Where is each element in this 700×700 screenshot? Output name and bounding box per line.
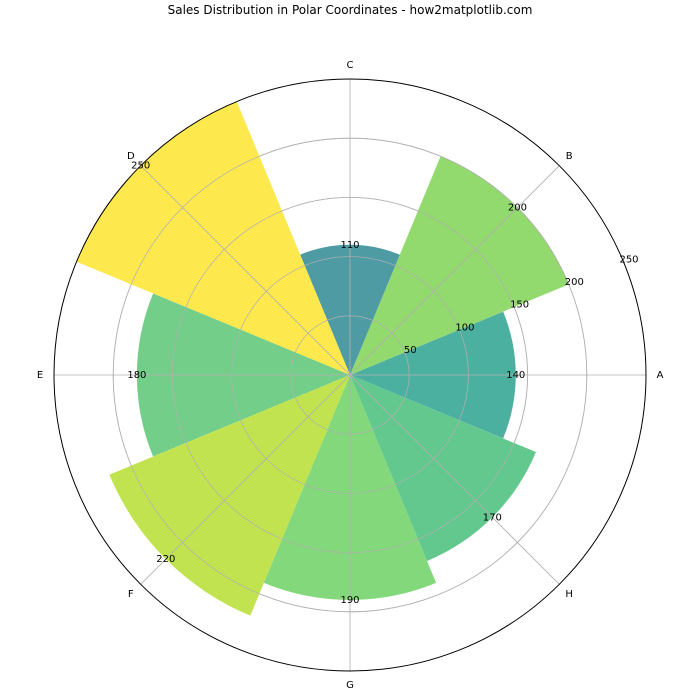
- radial-grid-circle-overlay: [171, 196, 529, 554]
- angular-grid-line: [349, 374, 560, 585]
- angular-grid: [54, 79, 646, 671]
- radial-tick-label: 250: [619, 254, 638, 265]
- polar-frame: [53, 78, 647, 672]
- bar-value-label: 190: [340, 595, 359, 606]
- radial-grid-circle-overlay: [112, 137, 588, 613]
- radial-tick-labels: 50 100 150 200 250: [404, 254, 639, 356]
- radial-grid-circle-overlay: [231, 256, 469, 494]
- bar-value-labels: 140 200 110 250 180 220 190 170: [127, 161, 527, 606]
- category-label-e: E: [37, 370, 43, 381]
- category-label-b: B: [566, 151, 573, 162]
- bar-value-label: 250: [131, 161, 150, 172]
- category-label-d: D: [127, 151, 135, 162]
- bar-value-label: 140: [506, 370, 525, 381]
- bar-value-label: 200: [508, 203, 527, 214]
- category-label-f: F: [128, 589, 134, 600]
- radial-tick-label: 100: [455, 322, 474, 333]
- category-label-g: G: [346, 680, 354, 691]
- bar-value-label: 220: [156, 554, 175, 565]
- category-label-h: H: [565, 589, 573, 600]
- polar-outer-circle: [53, 78, 647, 672]
- bars-group: [76, 101, 569, 616]
- angular-grid-line: [349, 165, 560, 376]
- chart-title: Sales Distribution in Polar Coordinates …: [167, 3, 533, 17]
- category-label-a: A: [657, 370, 664, 381]
- angular-grid-line: [140, 165, 351, 376]
- angular-grid-line: [140, 374, 351, 585]
- radial-tick-label: 150: [510, 300, 529, 311]
- bar-value-label: 180: [127, 370, 146, 381]
- bar-value-label: 170: [483, 512, 502, 523]
- radial-tick-label: 200: [565, 277, 584, 288]
- category-label-c: C: [347, 60, 354, 71]
- radial-tick-label: 50: [404, 345, 417, 356]
- radial-grid-circle-overlay: [290, 315, 410, 435]
- bar-value-label: 110: [340, 240, 359, 251]
- angular-tick-labels: A B C D E F G H: [37, 60, 664, 691]
